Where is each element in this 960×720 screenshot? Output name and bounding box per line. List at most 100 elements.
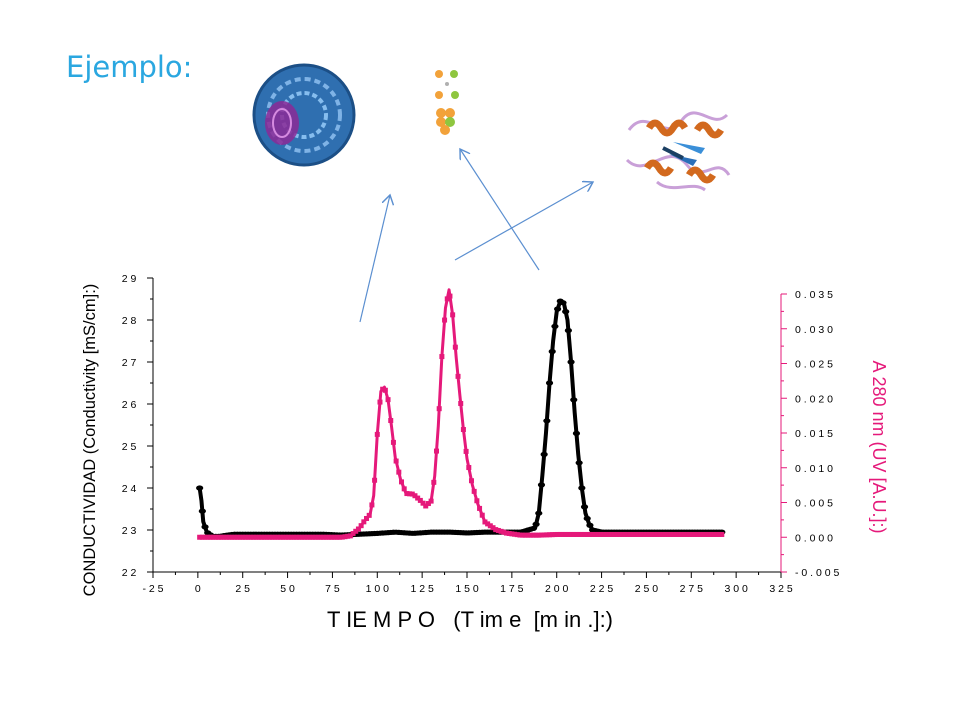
data-point (401, 486, 407, 492)
data-point (529, 525, 537, 532)
data-point (575, 460, 583, 466)
data-point (684, 531, 690, 537)
data-point (350, 531, 356, 537)
data-point (582, 531, 588, 537)
data-point (240, 534, 246, 540)
data-point (366, 512, 372, 518)
data-point (614, 531, 620, 537)
y-right-tick-label: 0 . 0 1 5 (795, 428, 833, 440)
data-point (665, 531, 671, 537)
data-point (431, 479, 437, 485)
arrow-peak1-to-virus (359, 195, 390, 323)
data-point (245, 534, 251, 540)
data-point (695, 531, 701, 537)
data-point (711, 531, 717, 537)
data-point (689, 531, 695, 537)
data-point (641, 531, 647, 537)
y-left-tick-label: 2 2 (122, 567, 137, 579)
y-right-tick-label: 0 . 0 0 0 (795, 532, 833, 544)
data-point (425, 501, 431, 507)
data-point (347, 533, 353, 539)
data-point (215, 534, 221, 540)
data-point (528, 532, 534, 538)
data-point (250, 534, 256, 540)
data-point (493, 527, 499, 533)
data-point (501, 529, 507, 535)
data-point (288, 534, 294, 540)
data-point (482, 519, 488, 525)
arrow-peak3-to-molecules (460, 149, 540, 271)
data-point (530, 532, 536, 538)
data-point (662, 531, 668, 537)
data-point (567, 359, 575, 365)
data-point (229, 534, 235, 540)
data-point (224, 534, 230, 540)
x-tick-label: 2 2 5 (590, 583, 614, 595)
data-point (649, 531, 655, 537)
data-point (705, 531, 711, 537)
y-right-tick-label: 0 . 0 0 5 (795, 498, 833, 510)
data-point (548, 348, 556, 355)
data-point (643, 531, 649, 537)
data-point (590, 531, 596, 537)
data-point (509, 531, 515, 537)
data-point (269, 534, 275, 540)
data-point (536, 532, 542, 538)
data-point (283, 534, 289, 540)
data-point (564, 327, 572, 334)
series-layer (196, 288, 726, 540)
data-point (633, 531, 639, 537)
data-point (361, 519, 367, 525)
data-point (676, 531, 682, 537)
x-tick-label: 1 5 0 (455, 583, 479, 595)
x-axis-label: T IE M P O (T im e [m in .]:) (327, 607, 613, 632)
data-point (708, 531, 714, 537)
data-point (692, 531, 698, 537)
data-point (205, 534, 211, 540)
x-tick-label: 2 0 0 (545, 583, 569, 595)
data-point (415, 495, 421, 501)
data-point (586, 522, 594, 528)
data-point (595, 531, 601, 537)
data-point (198, 508, 206, 514)
data-point (436, 406, 442, 412)
data-point (552, 532, 558, 538)
data-point (622, 531, 628, 537)
data-point (329, 534, 335, 540)
data-point (576, 531, 582, 537)
data-point (433, 448, 439, 454)
data-point (232, 534, 238, 540)
data-point (342, 534, 348, 540)
data-point (221, 534, 227, 540)
data-point (608, 531, 614, 537)
data-point (264, 534, 270, 540)
x-tick-label: 5 0 (280, 583, 295, 595)
y-left-tick-label: 2 4 (122, 483, 137, 495)
data-point (547, 532, 553, 538)
data-point (703, 531, 709, 537)
y-right-tick-label: 0 . 0 2 5 (795, 359, 833, 371)
data-point (611, 531, 617, 537)
data-point (560, 531, 566, 537)
data-point (385, 397, 391, 403)
data-point (407, 491, 413, 497)
data-point (294, 534, 300, 540)
data-point (625, 531, 631, 537)
data-point (267, 534, 273, 540)
data-point (670, 531, 676, 537)
axes: - 2 5 0 2 5 5 0 7 5 1 0 0 1 2 5 1 5 0 1 7 5 2 0 0… (122, 273, 840, 595)
data-point (573, 531, 579, 537)
data-point (579, 531, 585, 537)
x-tick-label: 1 0 0 (366, 583, 390, 595)
data-point (487, 523, 493, 529)
data-point (506, 530, 512, 536)
data-point (296, 534, 302, 540)
data-point (571, 531, 577, 537)
data-point (226, 534, 232, 540)
data-point (716, 531, 722, 537)
x-tick-label: 2 5 (235, 583, 250, 595)
data-point (428, 498, 434, 504)
data-point (535, 510, 543, 516)
data-point (202, 534, 208, 540)
